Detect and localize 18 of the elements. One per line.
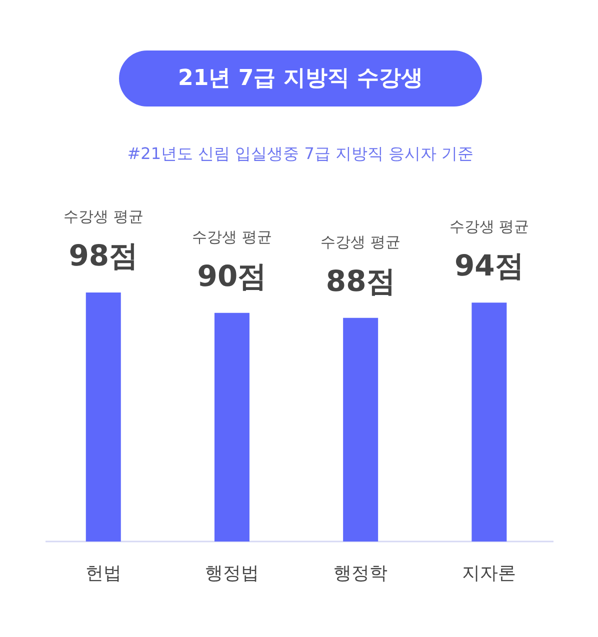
data-label: 88점: [326, 264, 396, 298]
x-tick-label: 행정법: [204, 563, 259, 584]
data-label: 90점: [197, 258, 267, 293]
bar: [86, 292, 121, 542]
data-label: 98점: [68, 238, 138, 272]
data-label: 94점: [454, 248, 524, 283]
x-tick-label: 지자론: [462, 563, 516, 584]
bar: [214, 312, 250, 542]
x-tick-label: 행정학: [334, 563, 388, 584]
chart-subtitle: #21년도 신림 입실생중 7급 지방직 응시자 기준: [127, 144, 474, 163]
chart-title: 21년 7급 지방직 수강생: [178, 66, 423, 91]
text: 수강생 평균: [449, 218, 530, 236]
bar: [472, 302, 507, 542]
x-tick-label: 헌법: [85, 563, 122, 584]
bar: [343, 318, 378, 542]
text: 수강생 평균: [320, 232, 400, 251]
text: 수강생 평균: [63, 208, 144, 226]
text: 수강생 평균: [192, 228, 272, 246]
